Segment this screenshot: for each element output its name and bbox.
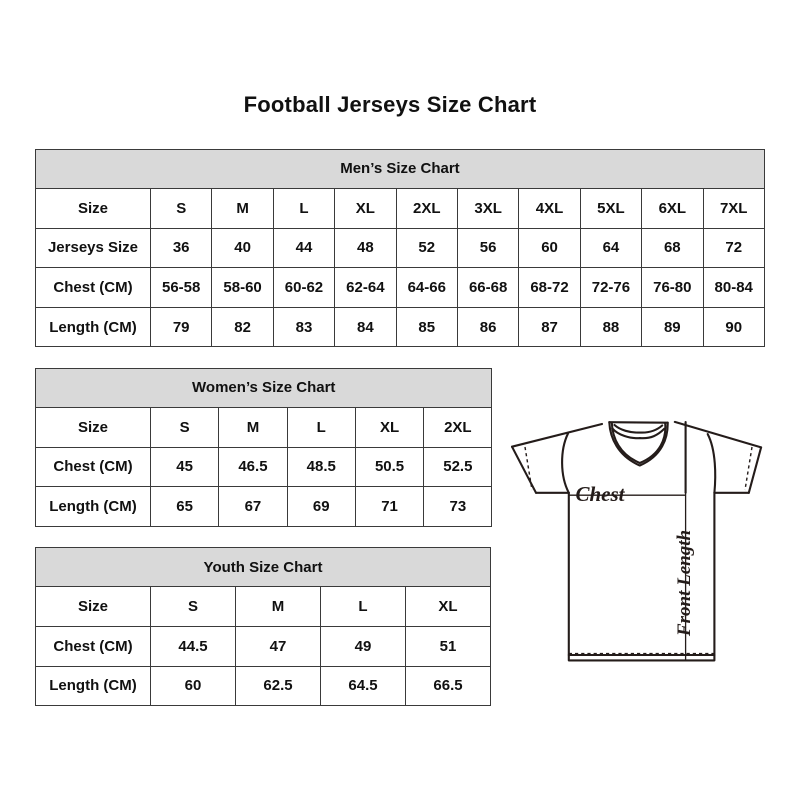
svg-text:Front Length: Front Length [674,530,695,637]
svg-text:Chest: Chest [575,482,625,506]
